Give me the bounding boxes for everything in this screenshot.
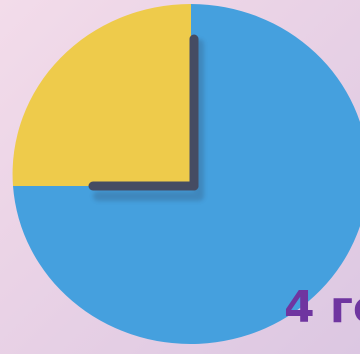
clock-hands-shadow <box>93 39 204 201</box>
clock-face-sector <box>13 4 360 344</box>
caption-text: 4 го <box>284 282 360 333</box>
clock-quarter-sector <box>12 3 192 187</box>
clock-icon <box>12 3 360 344</box>
